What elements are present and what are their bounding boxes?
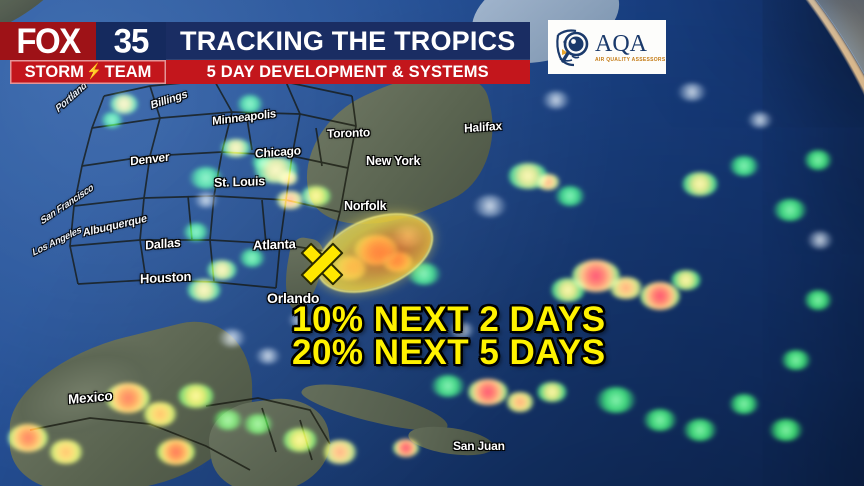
radar-cell xyxy=(207,260,237,280)
radar-cell xyxy=(431,375,465,397)
city-label-new-york: New York xyxy=(366,154,421,168)
team-word: TEAM xyxy=(104,62,152,81)
broadcast-header: FOX 35 STORM ⚡ TEAM TRACKING THE TROPICS… xyxy=(0,20,530,84)
channel-number: 35 xyxy=(113,21,150,60)
radar-cell xyxy=(278,171,298,185)
radar-cell xyxy=(747,112,773,128)
radar-cell xyxy=(239,249,265,267)
page-title: TRACKING THE TROPICS xyxy=(180,25,516,56)
radar-cell xyxy=(671,270,701,290)
radar-cell xyxy=(804,290,832,310)
city-label-atlanta: Atlanta xyxy=(253,236,296,253)
city-label-st-louis: St. Louis xyxy=(214,174,265,190)
development-probability-text: 10% NEXT 2 DAYS 20% NEXT 5 DAYS xyxy=(292,300,606,373)
radar-cell xyxy=(506,392,534,412)
radar-cell xyxy=(189,167,223,189)
radar-cell xyxy=(473,195,507,217)
lightning-bolt-icon: ⚡ xyxy=(86,62,102,80)
radar-cell xyxy=(49,440,83,464)
two-day-probability: 10% NEXT 2 DAYS xyxy=(292,300,606,339)
fox-text: FOX xyxy=(16,20,81,61)
radar-cell xyxy=(194,192,218,208)
radar-cell xyxy=(110,94,138,114)
radar-cell xyxy=(609,277,643,299)
radar-cell xyxy=(101,112,123,128)
headline-bar: TRACKING THE TROPICS xyxy=(166,22,530,60)
radar-cell xyxy=(551,278,585,302)
x-marker-icon xyxy=(298,240,346,288)
storm-word: STORM xyxy=(24,62,84,81)
radar-cell xyxy=(729,394,759,414)
city-label-san-juan: San Juan xyxy=(453,439,505,453)
radar-cell xyxy=(255,348,281,364)
radar-cell xyxy=(804,150,832,170)
radar-cell xyxy=(288,313,312,327)
radar-cell xyxy=(807,231,833,249)
channel-number-box: 35 xyxy=(96,21,166,60)
radar-cell xyxy=(106,383,150,413)
title-block: TRACKING THE TROPICS 5 DAY DEVELOPMENT &… xyxy=(166,22,530,84)
city-label-toronto: Toronto xyxy=(327,125,371,141)
radar-cell xyxy=(8,424,48,452)
radar-cell xyxy=(643,409,677,431)
city-label-halifax: Halifax xyxy=(463,118,503,136)
sponsor-name: AQA xyxy=(595,30,647,57)
radar-cell xyxy=(542,91,570,109)
radar-cell xyxy=(683,419,717,441)
sponsor-text: AQA AIR QUALITY ASSESSORS xyxy=(595,32,665,63)
city-label-houston: Houston xyxy=(140,268,192,287)
radar-cell xyxy=(301,186,331,206)
radar-cell xyxy=(555,186,585,206)
radar-cell xyxy=(407,263,441,285)
radar-cell xyxy=(536,174,560,190)
city-label-orlando: Orlando xyxy=(267,290,320,306)
storm-team-text: STORM ⚡ TEAM xyxy=(25,63,152,82)
radar-cell xyxy=(218,329,246,347)
storm-team-banner: STORM ⚡ TEAM xyxy=(10,60,166,84)
radar-cell xyxy=(221,139,251,157)
radar-cell xyxy=(781,350,811,370)
page-subtitle: 5 DAY DEVELOPMENT & SYSTEMS xyxy=(206,62,489,81)
five-day-probability: 20% NEXT 5 DAYS xyxy=(292,333,606,373)
magnifying-glass-face-icon xyxy=(552,25,592,69)
sponsor-tagline: AIR QUALITY ASSESSORS xyxy=(595,56,666,63)
radar-cell xyxy=(393,439,419,457)
radar-cell xyxy=(178,384,214,408)
fox-channel-row: FOX 35 xyxy=(0,20,166,61)
radar-cell xyxy=(283,428,317,452)
fox-wordmark: FOX xyxy=(0,20,96,61)
radar-cell xyxy=(729,156,759,176)
radar-cell xyxy=(183,223,209,241)
radar-cell xyxy=(276,191,304,209)
radar-cell xyxy=(769,419,803,441)
radar-cell xyxy=(157,439,195,465)
city-label-norfolk: Norfolk xyxy=(344,199,387,213)
radar-cell xyxy=(773,199,807,221)
radar-cell xyxy=(323,440,357,464)
radar-cell xyxy=(237,95,263,113)
radar-cell xyxy=(213,410,243,430)
radar-cell xyxy=(537,382,567,402)
radar-cell xyxy=(449,322,475,338)
radar-cell xyxy=(677,83,707,101)
subheadline-bar: 5 DAY DEVELOPMENT & SYSTEMS xyxy=(166,60,530,84)
radar-cell xyxy=(243,414,273,434)
radar-cell xyxy=(468,379,508,405)
radar-cell xyxy=(143,402,177,426)
sponsor-logo-aqa: AQA AIR QUALITY ASSESSORS xyxy=(548,20,666,74)
radar-cell xyxy=(596,387,636,413)
radar-cell xyxy=(640,282,680,310)
radar-cell xyxy=(187,279,221,301)
radar-cell xyxy=(682,172,718,196)
fox-35-storm-team-logo: FOX 35 STORM ⚡ TEAM xyxy=(0,20,166,84)
